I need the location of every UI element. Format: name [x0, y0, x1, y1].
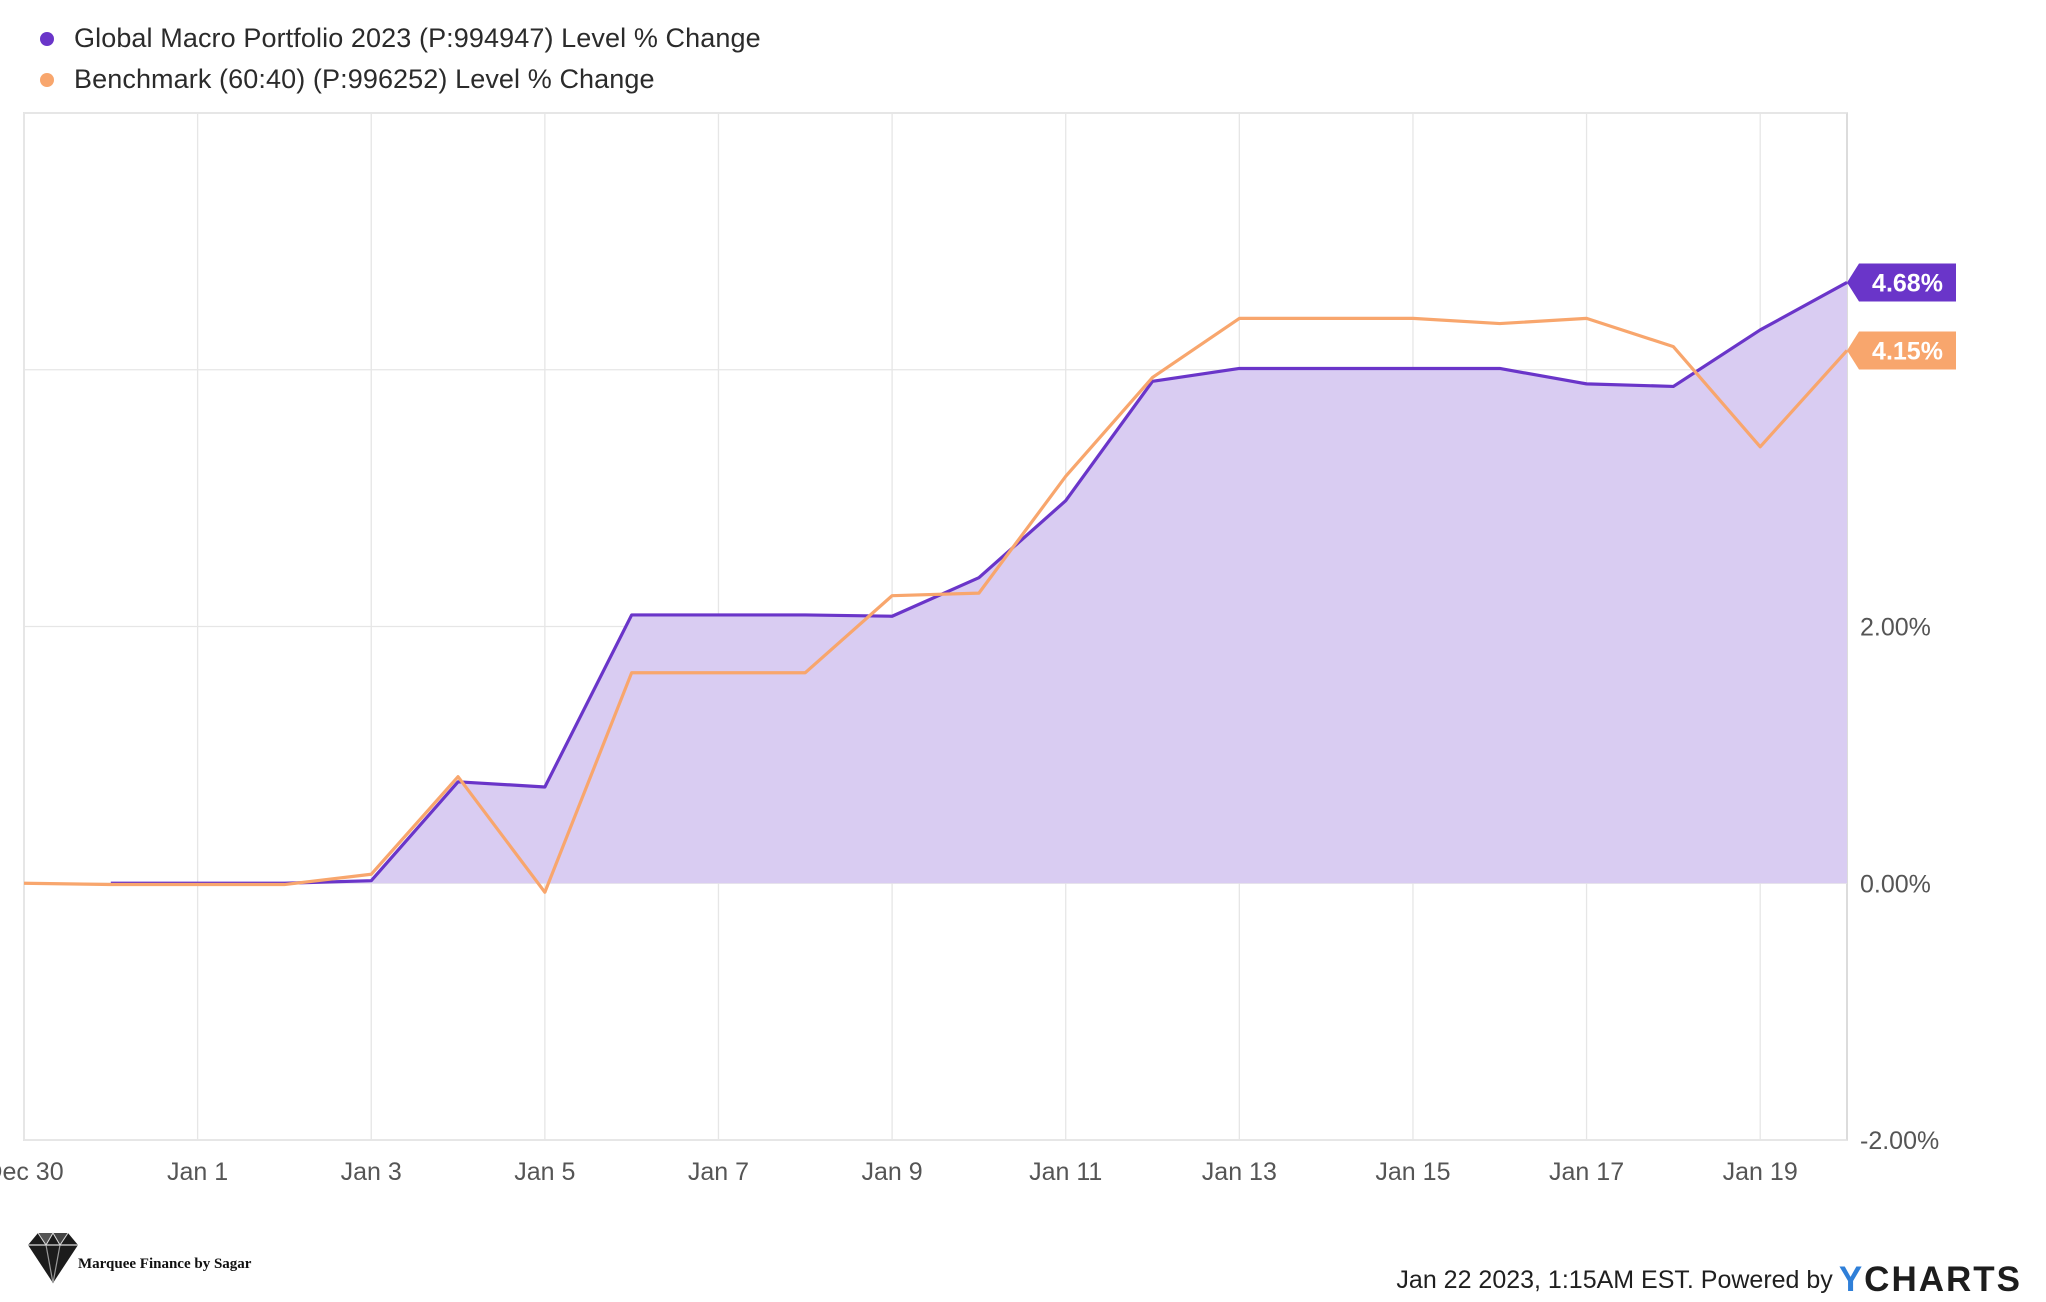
legend-item-benchmark[interactable]: Benchmark (60:40) (P:996252) Level % Cha… [40, 59, 761, 100]
x-tick-label: Jan 17 [1549, 1158, 1624, 1186]
legend-label-benchmark: Benchmark (60:40) (P:996252) Level % Cha… [74, 64, 655, 94]
powered-by: Jan 22 2023, 1:15AM EST. Powered by Y CHA… [1396, 1260, 2022, 1300]
area-layer [110, 282, 1847, 884]
end-badge-benchmark: 4.15% [1847, 331, 1956, 370]
brand: Marquee Finance by Sagar [24, 1229, 251, 1285]
legend-label-portfolio: Global Macro Portfolio 2023 (P:994947) L… [74, 23, 761, 53]
end-badge-label: 4.68% [1872, 269, 1943, 297]
x-tick-label: Jan 7 [688, 1158, 749, 1186]
end-badge-shape [1847, 331, 1956, 370]
chart-footer: Marquee Finance by Sagar Jan 22 2023, 1:… [0, 1215, 2046, 1302]
ycharts-logo-text: CHARTS [1864, 1260, 2022, 1299]
x-tick-label: Jan 1 [167, 1158, 228, 1186]
x-tick-label: Jan 19 [1723, 1158, 1798, 1186]
legend-item-portfolio[interactable]: Global Macro Portfolio 2023 (P:994947) L… [40, 18, 761, 59]
line-layer [23, 281, 1849, 894]
end-badge-portfolio: 4.68% [1847, 263, 1956, 302]
series-area-portfolio [110, 282, 1847, 884]
ycharts-logo-y: Y [1838, 1260, 1865, 1299]
end-badge-shape [1847, 263, 1956, 302]
diamond-logo-icon [28, 1232, 78, 1284]
y-tick-label: 2.00% [1860, 614, 1931, 642]
legend-marker-benchmark [40, 72, 54, 87]
timestamp-text: Jan 22 2023, 1:15AM EST. Powered by [1396, 1265, 1833, 1294]
axis-layer: Dec 30 Jan 1 Jan 3 Jan 5 Jan 7 Jan 9 Jan 11 Jan… [0, 614, 1939, 1187]
line-chart: Dec 30 Jan 1 Jan 3 Jan 5 Jan 7 Jan 9 Jan 11 Jan… [0, 112, 1956, 1187]
x-tick-label: Dec 30 [0, 1158, 64, 1186]
x-tick-label: Jan 13 [1202, 1158, 1277, 1186]
brand-name: Marquee Finance by Sagar [78, 1256, 252, 1272]
chart-legend: Global Macro Portfolio 2023 (P:994947) L… [40, 18, 761, 100]
end-value-badges: 4.68% 4.15% [1847, 263, 1956, 370]
end-badge-label: 4.15% [1872, 337, 1943, 365]
x-tick-label: Jan 5 [514, 1158, 575, 1186]
x-tick-label: Jan 15 [1375, 1158, 1450, 1186]
y-tick-label: 0.00% [1860, 870, 1931, 898]
x-tick-label: Jan 9 [862, 1158, 923, 1186]
series-line-benchmark [23, 316, 1849, 894]
x-tick-label: Jan 11 [1029, 1158, 1102, 1186]
x-tick-label: Jan 3 [341, 1158, 402, 1186]
y-tick-label: -2.00% [1860, 1127, 1939, 1155]
legend-marker-portfolio [40, 31, 54, 46]
ycharts-logo[interactable]: Y CHARTS [1839, 1260, 2022, 1300]
